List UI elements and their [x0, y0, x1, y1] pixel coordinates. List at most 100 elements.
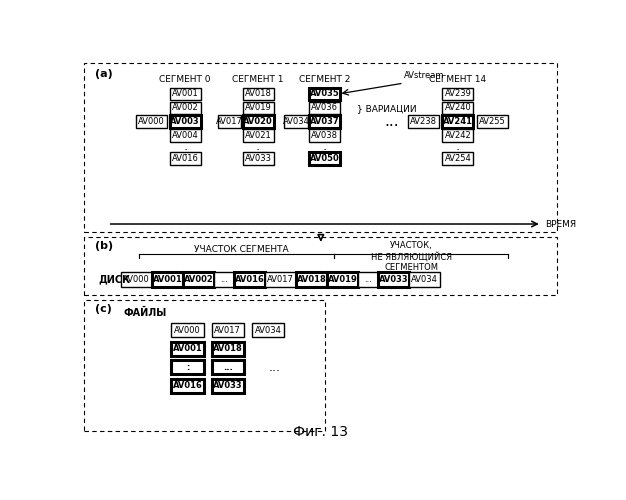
- Text: AV017: AV017: [267, 275, 294, 284]
- Text: УЧАСТОК,
НЕ ЯВЛЯЮЩИЙСЯ
СЕГМЕНТОМ: УЧАСТОК, НЕ ЯВЛЯЮЩИЙСЯ СЕГМЕНТОМ: [371, 241, 452, 272]
- Bar: [309, 116, 340, 128]
- Text: AV021: AV021: [245, 131, 272, 140]
- Bar: [309, 152, 340, 164]
- Bar: [212, 324, 244, 337]
- Text: СЕГМЕНТ 0: СЕГМЕНТ 0: [160, 76, 211, 84]
- Text: AV050: AV050: [310, 154, 339, 163]
- Bar: [309, 130, 340, 141]
- Text: AV254: AV254: [444, 154, 471, 163]
- Text: (a): (a): [95, 69, 113, 79]
- Text: AV034: AV034: [411, 275, 438, 284]
- Text: AVstream: AVstream: [404, 71, 444, 80]
- Bar: [170, 116, 201, 128]
- Text: ДИСК: ДИСК: [98, 274, 130, 284]
- Text: :: :: [256, 144, 260, 158]
- Text: AV001: AV001: [173, 344, 202, 353]
- Text: СЕГМЕНТ 1: СЕГМЕНТ 1: [232, 76, 284, 84]
- Text: :: :: [183, 144, 187, 158]
- Bar: [242, 152, 274, 164]
- Text: AV035: AV035: [310, 90, 339, 98]
- Text: AV240: AV240: [444, 103, 471, 112]
- Text: ...: ...: [385, 114, 399, 129]
- Bar: [443, 102, 473, 114]
- Bar: [85, 237, 557, 295]
- Bar: [170, 102, 201, 114]
- Bar: [136, 116, 167, 128]
- Text: :: :: [322, 144, 327, 158]
- Bar: [170, 88, 201, 100]
- Bar: [170, 130, 201, 141]
- Bar: [284, 116, 307, 128]
- Text: (b): (b): [95, 241, 113, 251]
- Text: AV034: AV034: [282, 117, 309, 126]
- Text: AV003: AV003: [170, 117, 200, 126]
- Text: ФАЙЛЫ: ФАЙЛЫ: [123, 308, 167, 318]
- Bar: [476, 116, 508, 128]
- Bar: [296, 272, 327, 287]
- Text: AV020: AV020: [243, 117, 273, 126]
- Bar: [242, 130, 274, 141]
- Bar: [85, 63, 557, 232]
- Bar: [378, 272, 409, 287]
- Text: AV017: AV017: [216, 117, 243, 126]
- Text: AV016: AV016: [235, 275, 264, 284]
- Text: AV004: AV004: [172, 131, 198, 140]
- Text: AV255: AV255: [479, 117, 505, 126]
- Text: AV016: AV016: [172, 154, 198, 163]
- Text: ...: ...: [268, 360, 280, 374]
- Text: AV036: AV036: [311, 103, 338, 112]
- Text: Фиг. 13: Фиг. 13: [294, 425, 348, 439]
- Text: AV000: AV000: [138, 117, 165, 126]
- Bar: [172, 342, 204, 355]
- Text: AV002: AV002: [183, 275, 213, 284]
- Text: AV016: AV016: [173, 381, 202, 390]
- Bar: [242, 88, 274, 100]
- Bar: [358, 272, 378, 287]
- Text: :: :: [186, 362, 189, 372]
- Text: AV017: AV017: [214, 326, 241, 335]
- Text: AV238: AV238: [411, 117, 438, 126]
- Text: AV001: AV001: [153, 275, 182, 284]
- Text: СЕГМЕНТ 2: СЕГМЕНТ 2: [299, 76, 351, 84]
- Text: ...: ...: [364, 275, 372, 284]
- Bar: [212, 342, 244, 355]
- Bar: [327, 272, 358, 287]
- Text: AV018: AV018: [297, 275, 326, 284]
- Bar: [408, 116, 439, 128]
- Text: AV033: AV033: [379, 275, 409, 284]
- Bar: [172, 360, 204, 374]
- Text: (c): (c): [95, 304, 112, 314]
- Bar: [242, 116, 274, 128]
- Bar: [172, 324, 204, 337]
- Bar: [172, 379, 204, 392]
- Text: ...: ...: [223, 362, 233, 372]
- Text: AV239: AV239: [444, 90, 471, 98]
- Text: СЕГМЕНТ 14: СЕГМЕНТ 14: [429, 76, 486, 84]
- Text: ВРЕМЯ: ВРЕМЯ: [546, 220, 577, 228]
- Bar: [309, 88, 340, 100]
- Bar: [443, 116, 473, 128]
- Text: AV000: AV000: [123, 275, 150, 284]
- Text: AV034: AV034: [255, 326, 282, 335]
- Bar: [265, 272, 296, 287]
- Bar: [443, 130, 473, 141]
- Text: AV038: AV038: [311, 131, 338, 140]
- Bar: [242, 102, 274, 114]
- Text: AV001: AV001: [172, 90, 198, 98]
- Text: AV033: AV033: [245, 154, 272, 163]
- Bar: [409, 272, 440, 287]
- Bar: [121, 272, 152, 287]
- Bar: [212, 379, 244, 392]
- Bar: [252, 324, 284, 337]
- Text: } ВАРИАЦИИ: } ВАРИАЦИИ: [357, 104, 417, 113]
- Text: AV242: AV242: [444, 131, 471, 140]
- Text: AV000: AV000: [174, 326, 201, 335]
- Bar: [85, 300, 325, 431]
- Bar: [443, 88, 473, 100]
- Text: AV019: AV019: [327, 275, 357, 284]
- Bar: [152, 272, 183, 287]
- Bar: [214, 272, 234, 287]
- Bar: [443, 152, 473, 164]
- Bar: [183, 272, 214, 287]
- Text: AV037: AV037: [310, 117, 339, 126]
